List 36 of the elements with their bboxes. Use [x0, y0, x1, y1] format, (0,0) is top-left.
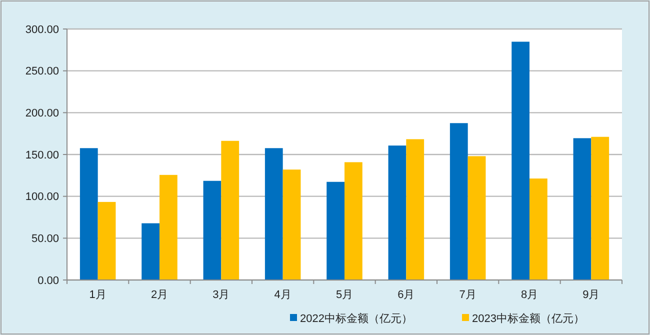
bar: [512, 42, 530, 280]
y-tick-label: 300.00: [25, 24, 59, 36]
x-tick-label: 8月: [520, 289, 538, 301]
y-tick-label: 50.00: [31, 233, 59, 246]
bar: [344, 162, 362, 280]
x-tick-label: 9月: [582, 289, 600, 301]
y-tick-label: 150.00: [25, 149, 59, 162]
bar: [388, 146, 406, 280]
x-tick-label: 2月: [150, 289, 168, 301]
y-tick-label: 0.00: [38, 274, 59, 287]
bar: [573, 138, 592, 280]
bar: [450, 123, 468, 280]
legend-label: 2023中标金额（亿元）: [472, 312, 584, 325]
bar: [221, 140, 240, 280]
bar: [98, 202, 116, 280]
bar: [406, 139, 424, 280]
y-tick-label: 100.00: [25, 191, 59, 204]
bar: [264, 148, 283, 280]
x-tick-label: 6月: [398, 289, 415, 301]
bar: [142, 223, 160, 280]
x-tick-label: 5月: [336, 289, 354, 301]
bar: [468, 156, 486, 280]
bar: [530, 178, 548, 280]
bar: [160, 174, 178, 280]
x-tick-label: 3月: [212, 289, 230, 301]
bar: [203, 180, 222, 280]
bar: [591, 136, 610, 280]
bar: [80, 148, 98, 280]
y-tick-label: 250.00: [25, 66, 59, 78]
x-tick-label: 7月: [459, 289, 476, 301]
bar: [282, 170, 301, 280]
x-tick-label: 4月: [274, 289, 292, 301]
bar: [326, 182, 344, 280]
x-tick-label: 1月: [89, 289, 106, 301]
y-tick-label: 200.00: [25, 108, 59, 120]
legend-label: 2022中标金额（亿元）: [300, 312, 412, 325]
